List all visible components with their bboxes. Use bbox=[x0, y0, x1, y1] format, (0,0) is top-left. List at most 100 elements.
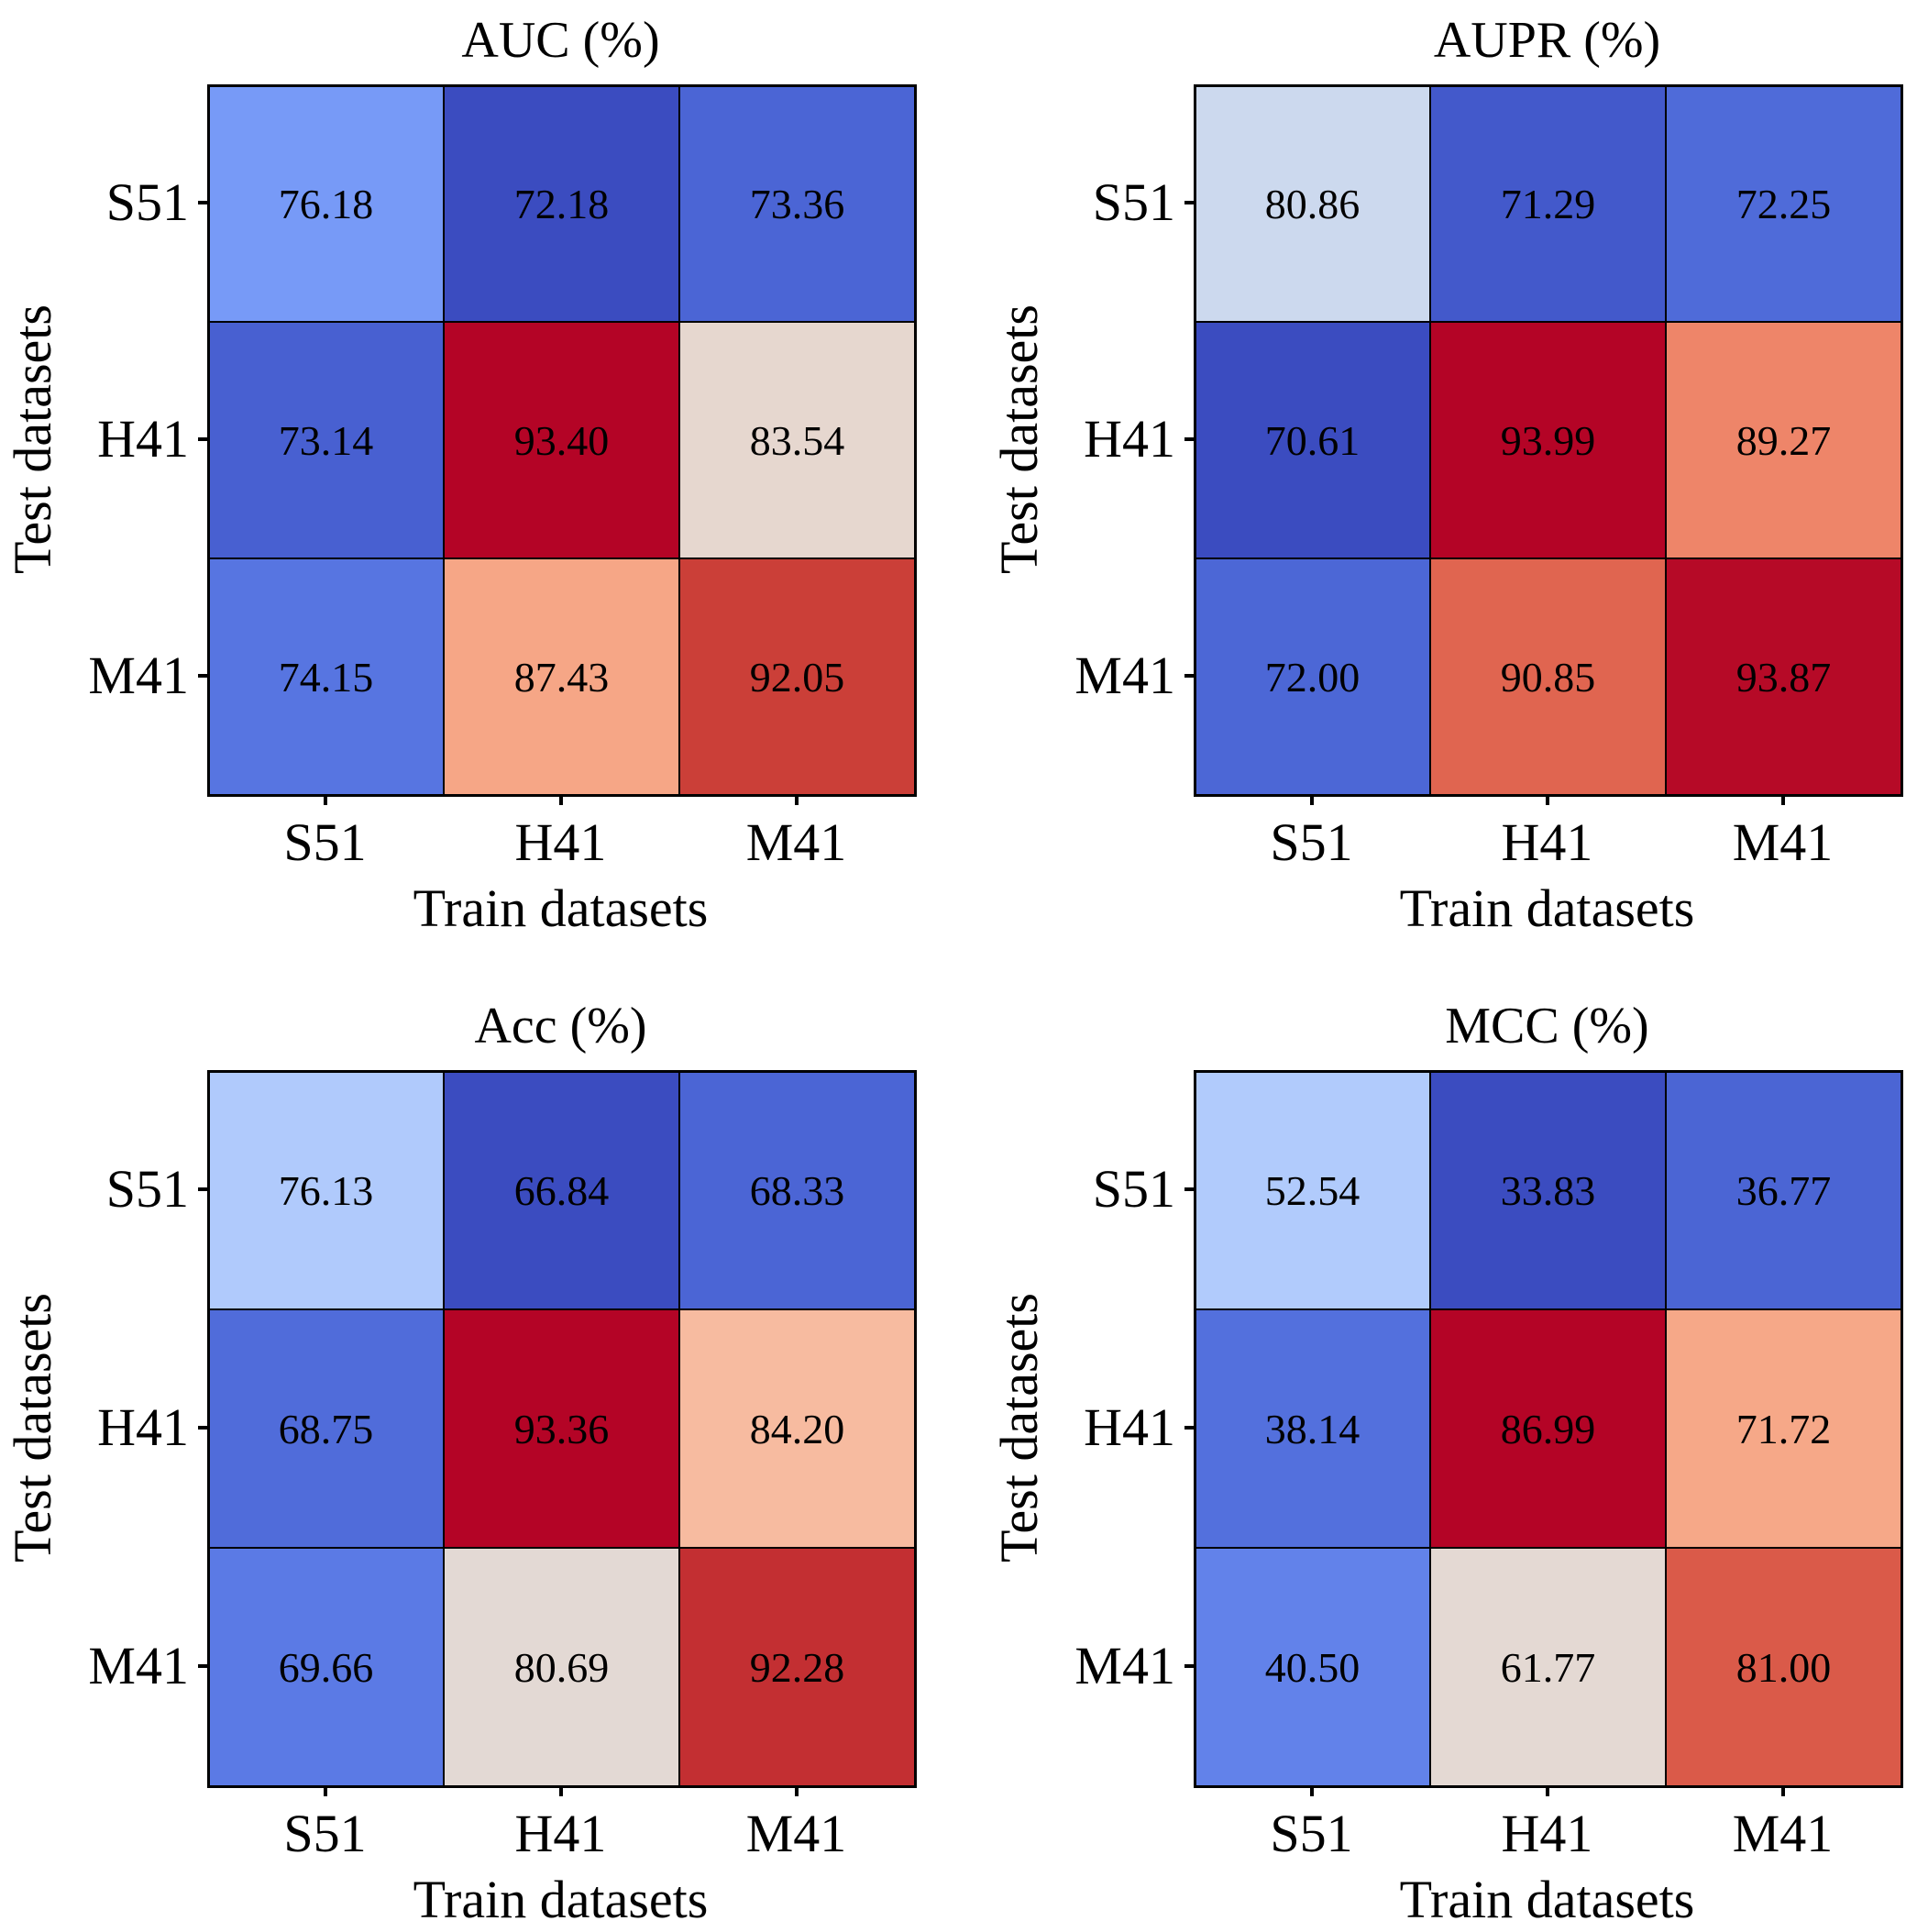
heatmap-cell-s51-m41: 36.77 bbox=[1665, 1070, 1902, 1310]
x-tick-label-h41: H41 bbox=[514, 1804, 607, 1863]
y-axis-label: Test datasets bbox=[3, 1293, 62, 1562]
panel-title: Acc (%) bbox=[474, 998, 647, 1054]
cell-value-label: 68.75 bbox=[278, 1405, 374, 1452]
cell-value-label: 72.00 bbox=[1264, 653, 1361, 701]
x-tick-mark bbox=[1309, 1787, 1314, 1796]
x-tick-mark bbox=[1545, 796, 1549, 805]
cell-value-label: 74.15 bbox=[278, 653, 374, 701]
cell-value-label: 93.40 bbox=[513, 416, 610, 464]
cell-value-label: 52.54 bbox=[1264, 1166, 1361, 1214]
x-tick-label-s51: S51 bbox=[1270, 1804, 1353, 1863]
cell-value-label: 92.05 bbox=[749, 653, 845, 701]
heatmap-cell-m41-h41: 90.85 bbox=[1429, 558, 1667, 796]
y-tick-label-s51: S51 bbox=[105, 1159, 189, 1219]
y-tick-mark bbox=[1184, 1664, 1194, 1668]
cell-value-label: 72.25 bbox=[1735, 180, 1832, 227]
cell-value-label: 81.00 bbox=[1735, 1643, 1832, 1691]
cell-value-label: 68.33 bbox=[749, 1166, 845, 1214]
x-tick-label-m41: M41 bbox=[1732, 812, 1834, 872]
heatmap-cell-m41-m41: 93.87 bbox=[1665, 558, 1902, 796]
heatmap-cell-m41-m41: 92.05 bbox=[678, 558, 916, 796]
cell-value-label: 71.72 bbox=[1735, 1405, 1832, 1452]
x-tick-label-h41: H41 bbox=[1501, 1804, 1593, 1863]
x-tick-mark bbox=[1780, 1787, 1785, 1796]
cell-value-label: 73.36 bbox=[749, 180, 845, 227]
heatmap-cell-h41-m41: 83.54 bbox=[678, 321, 916, 559]
heatmap-cell-h41-h41: 93.36 bbox=[443, 1308, 680, 1549]
y-tick-mark bbox=[1184, 1187, 1194, 1191]
cell-value-label: 89.27 bbox=[1735, 416, 1832, 464]
x-tick-label-s51: S51 bbox=[283, 812, 367, 872]
heatmap-frame bbox=[1194, 84, 1903, 797]
x-axis-label: Train datasets bbox=[1399, 878, 1695, 938]
heatmap-cell-h41-h41: 93.40 bbox=[443, 321, 680, 559]
heatmap-cell-s51-h41: 71.29 bbox=[1429, 84, 1667, 323]
heatmap-cell-m41-m41: 81.00 bbox=[1665, 1547, 1902, 1787]
x-tick-mark bbox=[794, 796, 799, 805]
heatmap-cell-s51-h41: 66.84 bbox=[443, 1070, 680, 1310]
y-tick-label-m41: M41 bbox=[1074, 646, 1175, 705]
cell-value-label: 40.50 bbox=[1264, 1643, 1361, 1691]
y-tick-mark bbox=[1184, 201, 1194, 204]
heatmap-cell-h41-m41: 71.72 bbox=[1665, 1308, 1902, 1549]
heatmap-cell-m41-h41: 87.43 bbox=[443, 558, 680, 796]
heatmap-cell-s51-m41: 73.36 bbox=[678, 84, 916, 323]
cell-value-label: 76.13 bbox=[278, 1166, 374, 1214]
y-tick-label-h41: H41 bbox=[97, 1397, 189, 1457]
y-axis-label: Test datasets bbox=[989, 1293, 1049, 1562]
heatmap-cell-m41-s51: 72.00 bbox=[1194, 558, 1431, 796]
y-tick-mark bbox=[198, 1426, 207, 1430]
heatmap-cell-s51-m41: 72.25 bbox=[1665, 84, 1902, 323]
cell-value-label: 84.20 bbox=[749, 1405, 845, 1452]
heatmap-frame bbox=[1194, 1070, 1903, 1788]
heatmap-cell-m41-h41: 61.77 bbox=[1429, 1547, 1667, 1787]
heatmap-cell-h41-m41: 84.20 bbox=[678, 1308, 916, 1549]
y-tick-mark bbox=[198, 674, 207, 678]
heatmap-cell-s51-h41: 33.83 bbox=[1429, 1070, 1667, 1310]
y-tick-mark bbox=[1184, 437, 1194, 441]
x-tick-label-m41: M41 bbox=[745, 812, 847, 872]
x-tick-mark bbox=[1780, 796, 1785, 805]
x-axis-label: Train datasets bbox=[1399, 1870, 1695, 1929]
y-tick-label-h41: H41 bbox=[97, 409, 189, 469]
panel-title: MCC (%) bbox=[1445, 998, 1649, 1054]
y-tick-mark bbox=[198, 1187, 207, 1191]
x-tick-mark bbox=[558, 796, 563, 805]
y-axis-label: Test datasets bbox=[989, 304, 1049, 574]
x-tick-mark bbox=[794, 1787, 799, 1796]
x-tick-label-s51: S51 bbox=[283, 1804, 367, 1863]
y-tick-label-m41: M41 bbox=[88, 1636, 189, 1695]
cell-value-label: 93.99 bbox=[1500, 416, 1596, 464]
heatmap-cell-s51-s51: 76.13 bbox=[207, 1070, 445, 1310]
cell-value-label: 83.54 bbox=[749, 416, 845, 464]
y-tick-mark bbox=[1184, 1426, 1194, 1430]
y-tick-mark bbox=[198, 1664, 207, 1668]
cell-value-label: 69.66 bbox=[278, 1643, 374, 1691]
y-tick-label-m41: M41 bbox=[1074, 1636, 1175, 1695]
heatmap-cell-m41-h41: 80.69 bbox=[443, 1547, 680, 1787]
heatmap-cell-s51-m41: 68.33 bbox=[678, 1070, 916, 1310]
x-tick-mark bbox=[1309, 796, 1314, 805]
heatmap-cell-s51-s51: 76.18 bbox=[207, 84, 445, 323]
y-tick-label-m41: M41 bbox=[88, 646, 189, 705]
y-tick-mark bbox=[198, 437, 207, 441]
cell-value-label: 86.99 bbox=[1500, 1405, 1596, 1452]
cell-value-label: 93.87 bbox=[1735, 653, 1832, 701]
y-tick-label-s51: S51 bbox=[105, 172, 189, 232]
cell-value-label: 66.84 bbox=[513, 1166, 610, 1214]
cell-value-label: 73.14 bbox=[278, 416, 374, 464]
x-tick-label-h41: H41 bbox=[514, 812, 607, 872]
x-tick-mark bbox=[558, 1787, 563, 1796]
heatmap-cell-h41-m41: 89.27 bbox=[1665, 321, 1902, 559]
cell-value-label: 80.86 bbox=[1264, 180, 1361, 227]
y-tick-label-h41: H41 bbox=[1084, 409, 1175, 469]
cell-value-label: 87.43 bbox=[513, 653, 610, 701]
heatmap-frame bbox=[207, 84, 917, 797]
heatmap-cell-m41-s51: 69.66 bbox=[207, 1547, 445, 1787]
x-tick-label-m41: M41 bbox=[745, 1804, 847, 1863]
panel-title: AUPR (%) bbox=[1433, 12, 1661, 69]
panel-title: AUC (%) bbox=[461, 12, 660, 69]
heatmap-frame bbox=[207, 1070, 917, 1788]
cell-value-label: 71.29 bbox=[1500, 180, 1596, 227]
x-axis-label: Train datasets bbox=[413, 878, 709, 938]
